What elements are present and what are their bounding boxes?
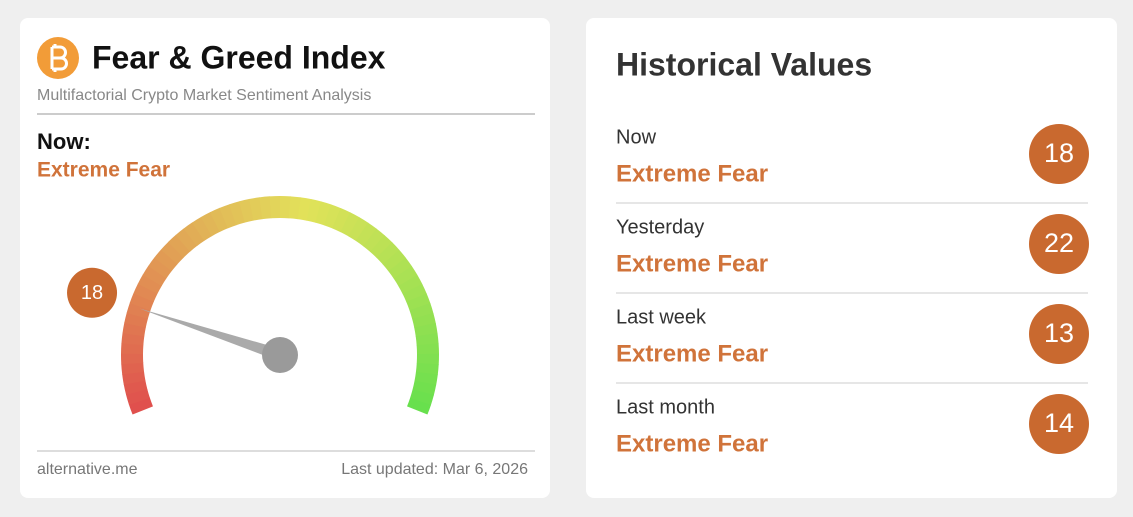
gauge-arc [355, 222, 377, 247]
row-value: 13 [1044, 318, 1074, 348]
gauge-arc [376, 242, 400, 265]
value-badge [67, 267, 118, 318]
gauge-arc [414, 323, 438, 337]
gauge-arc [382, 249, 407, 272]
gauge-arc [323, 204, 342, 229]
gauge-arc [124, 312, 149, 328]
row-value: 18 [1044, 138, 1074, 168]
title: Historical Values [616, 46, 872, 82]
gauge-arc [167, 234, 191, 258]
gauge-arc [122, 322, 146, 337]
gauge-arc [412, 312, 436, 328]
gauge-arc [160, 241, 184, 265]
gauge-arc [412, 380, 437, 396]
gauge-arc [315, 201, 332, 226]
gauge-arc [137, 274, 162, 294]
gauge-arc [122, 371, 146, 385]
gauge-arc [219, 204, 237, 229]
now-label: Now: [37, 129, 91, 154]
row-label: Last month [616, 396, 715, 418]
row-label: Last week [616, 306, 707, 328]
gauge-arc [154, 249, 178, 272]
gauge-arc [348, 217, 369, 242]
gauge-arc [200, 212, 221, 237]
gauge-arc [121, 332, 145, 346]
value-badge [1029, 124, 1089, 184]
gauge-arc [406, 397, 431, 415]
gauge-arc [398, 274, 423, 295]
gauge-arc [406, 293, 431, 311]
gauge: 18 [67, 196, 439, 415]
gauge-arc [192, 216, 213, 241]
gauge-arc [259, 196, 272, 220]
gauge-arc [340, 212, 360, 237]
gauge-arc [414, 371, 438, 386]
gauge-arc [409, 389, 434, 406]
gauge-arc [209, 207, 229, 233]
gauge-arc [249, 197, 263, 221]
value-badge [1029, 304, 1089, 364]
last-updated: Last updated: Mar 6, 2026 [341, 461, 528, 478]
card [586, 18, 1117, 498]
gauge-arc [129, 292, 154, 311]
gauge-arc [415, 333, 439, 346]
gauge-arc [288, 196, 302, 220]
needle [139, 308, 282, 361]
row-value: 22 [1044, 228, 1074, 258]
gauge-arc [363, 228, 385, 253]
row-classification: Extreme Fear [616, 250, 768, 277]
value-label: 18 [81, 282, 103, 304]
title: Fear & Greed Index [92, 39, 386, 75]
bitcoin-glyph [50, 44, 68, 72]
gauge-arc [388, 257, 413, 279]
row-classification: Extreme Fear [616, 160, 768, 187]
gauge-arc [306, 199, 322, 223]
row-label: Yesterday [616, 216, 704, 238]
gauge-arc [369, 235, 393, 259]
row-classification: Extreme Fear [616, 340, 768, 367]
gauge-arc [128, 397, 154, 415]
gauge-arc [121, 362, 145, 375]
gauge-arc [239, 198, 254, 223]
needle-hub [262, 337, 298, 373]
gauge-arc [402, 283, 427, 303]
gauge-arc [297, 197, 312, 221]
history-list: Now Extreme Fear 18 Yesterday Extreme Fear 22… [616, 124, 1089, 457]
row-value: 14 [1044, 408, 1074, 438]
gauge-arc [415, 362, 439, 376]
row-classification: Extreme Fear [616, 430, 768, 457]
gauge-arc [393, 266, 418, 287]
gauge-arc [125, 388, 150, 405]
gauge-arc [229, 201, 246, 226]
gauge-arc [148, 257, 172, 279]
gauge-arc [126, 302, 151, 319]
subtitle: Multifactorial Crypto Market Sentiment A… [37, 87, 371, 104]
gauge-arc [133, 283, 158, 302]
gauge-arc [409, 303, 434, 320]
value-badge [1029, 214, 1089, 274]
gauge-arc [142, 265, 167, 287]
gauge-arc [175, 228, 198, 252]
row-label: Now [616, 126, 657, 148]
gauge-arc [123, 380, 148, 395]
value-badge [1029, 394, 1089, 454]
gauge-arc [183, 222, 205, 247]
classification: Extreme Fear [37, 159, 170, 182]
gauge-arc [332, 207, 351, 233]
source: alternative.me [37, 461, 138, 478]
